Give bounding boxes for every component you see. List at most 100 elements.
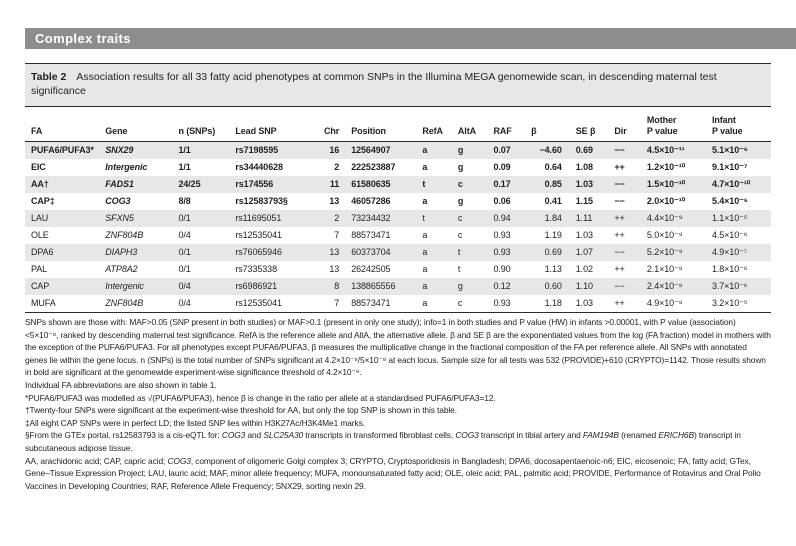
cell-gene: DIAPH3 — [105, 247, 138, 257]
cell-dir: −− — [614, 281, 625, 291]
column-header-dir: Dir — [614, 107, 647, 142]
cell-chr: 2 — [334, 162, 340, 172]
cell-position: 26242505 — [351, 264, 391, 274]
cell-beta: 1.13 — [544, 264, 562, 274]
footnotes: SNPs shown are those with: MAF>0.05 (SNP… — [25, 316, 771, 492]
cell-beta: 1.19 — [544, 230, 562, 240]
cell-dir: ++ — [614, 162, 625, 172]
cell-nsnps: 1/1 — [178, 162, 191, 172]
cell-raf: 0.93 — [493, 230, 511, 240]
cell-sebeta: 1.10 — [575, 281, 593, 291]
cell-alta: g — [457, 196, 464, 206]
cell-fa: CAP‡ — [31, 196, 55, 206]
cell-fa: CAP — [31, 281, 50, 291]
table-label: Table 2 — [31, 71, 67, 83]
cell-refa: a — [422, 145, 428, 155]
footnote-line: §From the GTEx portal, rs12583793 is a c… — [25, 429, 771, 454]
footnote-line: *PUFA6/PUFA3 was modelled as √(PUFA6/PUF… — [25, 392, 771, 405]
cell-nsnps: 0/1 — [178, 213, 191, 223]
column-header-sebeta: SE β — [575, 107, 615, 142]
footnote-line: Individual FA abbreviations are also sho… — [25, 379, 771, 392]
column-header-refa: RefA — [422, 107, 458, 142]
table-row: LAU SFXN5 0/1 rs11695051 2 73234432 t c 0.94 1.84… — [25, 210, 771, 227]
cell-alta: g — [457, 162, 464, 172]
cell-refa: t — [422, 213, 425, 223]
cell-beta: 1.84 — [544, 213, 562, 223]
cell-gene: ATP8A2 — [105, 264, 138, 274]
footnote-gene-name: FAM194B — [582, 430, 619, 441]
table-row: EIC Intergenic 1/1 rs34440628 2 222523887 a g 0.… — [25, 159, 771, 176]
cell-sebeta: 1.15 — [575, 196, 593, 206]
cell-sebeta: 1.03 — [575, 298, 593, 308]
cell-motherp: 1.5×10⁻¹⁰ — [646, 179, 686, 189]
cell-motherp: 4.9×10⁻⁸ — [646, 298, 683, 308]
cell-gene: ZNF804B — [105, 230, 144, 240]
cell-motherp: 4.4×10⁻⁹ — [646, 213, 683, 223]
cell-infantp: 1.8×10⁻⁶ — [711, 264, 748, 274]
cell-leadsnp: rs12535041 — [235, 230, 282, 240]
cell-fa: PUFA6/PUFA3* — [31, 145, 94, 155]
cell-position: 73234432 — [351, 213, 391, 223]
cell-alta: c — [457, 298, 463, 308]
table-row: MUFA ZNF804B 0/4 rs12535041 7 88573471 a c 0.93 1… — [25, 295, 771, 313]
cell-infantp: 4.7×10⁻¹⁰ — [711, 179, 751, 189]
cell-nsnps: 0/4 — [178, 281, 191, 291]
cell-motherp: 5.2×10⁻⁹ — [646, 247, 683, 257]
cell-gene: SFXN5 — [105, 213, 134, 223]
table-row: AA† FADS1 24/25 rs174556 11 61580635 t c 0.17 0.8… — [25, 176, 771, 193]
cell-infantp: 9.1×10⁻⁷ — [711, 162, 748, 172]
cell-nsnps: 0/4 — [178, 230, 191, 240]
cell-raf: 0.94 — [493, 213, 511, 223]
cell-raf: 0.93 — [493, 298, 511, 308]
table-row: PUFA6/PUFA3* SNX29 1/1 rs7198595 16 12564907 a… — [25, 141, 771, 159]
cell-position: 88573471 — [351, 230, 391, 240]
cell-refa: a — [422, 162, 428, 172]
footnote-text: (renamed — [618, 430, 659, 441]
cell-position: 12564907 — [351, 145, 391, 155]
cell-refa: a — [422, 281, 428, 291]
cell-sebeta: 1.03 — [575, 179, 593, 189]
table-body: PUFA6/PUFA3* SNX29 1/1 rs7198595 16 12564907 a… — [25, 141, 771, 313]
cell-alta: t — [457, 247, 461, 257]
cell-refa: a — [422, 230, 428, 240]
table-row: CAP‡ COG3 8/8 rs12583793§ 13 46057286 a g 0.06 0.… — [25, 193, 771, 210]
cell-chr: 2 — [334, 213, 340, 223]
cell-alta: c — [457, 213, 463, 223]
table-caption-text: Association results for all 33 fatty aci… — [31, 71, 717, 97]
cell-motherp: 2.0×10⁻¹⁰ — [646, 196, 686, 206]
cell-nsnps: 24/25 — [178, 179, 201, 189]
cell-chr: 7 — [334, 298, 340, 308]
column-header-position: Position — [351, 107, 423, 142]
cell-raf: 0.17 — [493, 179, 511, 189]
column-header-gene: Gene — [105, 107, 179, 142]
cell-chr: 8 — [334, 281, 340, 291]
cell-raf: 0.12 — [493, 281, 511, 291]
cell-refa: a — [422, 196, 428, 206]
cell-chr: 13 — [329, 196, 340, 206]
cell-leadsnp: rs76065946 — [235, 247, 282, 257]
cell-nsnps: 1/1 — [178, 145, 191, 155]
column-header-fa: FA — [25, 107, 106, 142]
cell-infantp: 4.9×10⁻⁷ — [711, 247, 747, 257]
cell-leadsnp: rs12535041 — [235, 298, 282, 308]
footnote-text: †Twenty-four SNPs were significant at th… — [25, 405, 457, 416]
cell-sebeta: 0.69 — [575, 145, 593, 155]
footnote-gene-name: COG3 — [221, 430, 246, 441]
cell-infantp: 1.1×10⁻⁵ — [711, 213, 748, 223]
table-caption: Table 2 Association results for all 33 fa… — [25, 63, 771, 107]
footnote-gene-name: ERICH6B — [658, 430, 694, 441]
cell-refa: t — [422, 179, 426, 189]
cell-position: 88573471 — [351, 298, 391, 308]
cell-nsnps: 0/1 — [178, 247, 191, 257]
column-header-alta: AltA — [457, 107, 494, 142]
footnote-gene-name: COG3 — [167, 455, 191, 466]
cell-fa: MUFA — [31, 298, 56, 308]
cell-sebeta: 1.02 — [575, 264, 593, 274]
table-row: CAP Intergenic 0/4 rs6986921 8 138865556 a g 0.1… — [25, 278, 771, 295]
cell-motherp: 1.2×10⁻¹⁰ — [646, 162, 686, 172]
cell-infantp: 3.7×10⁻⁶ — [711, 281, 748, 291]
cell-raf: 0.09 — [493, 162, 511, 172]
cell-beta: 1.18 — [544, 298, 562, 308]
cell-alta: t — [457, 264, 461, 274]
cell-alta: g — [457, 145, 464, 155]
